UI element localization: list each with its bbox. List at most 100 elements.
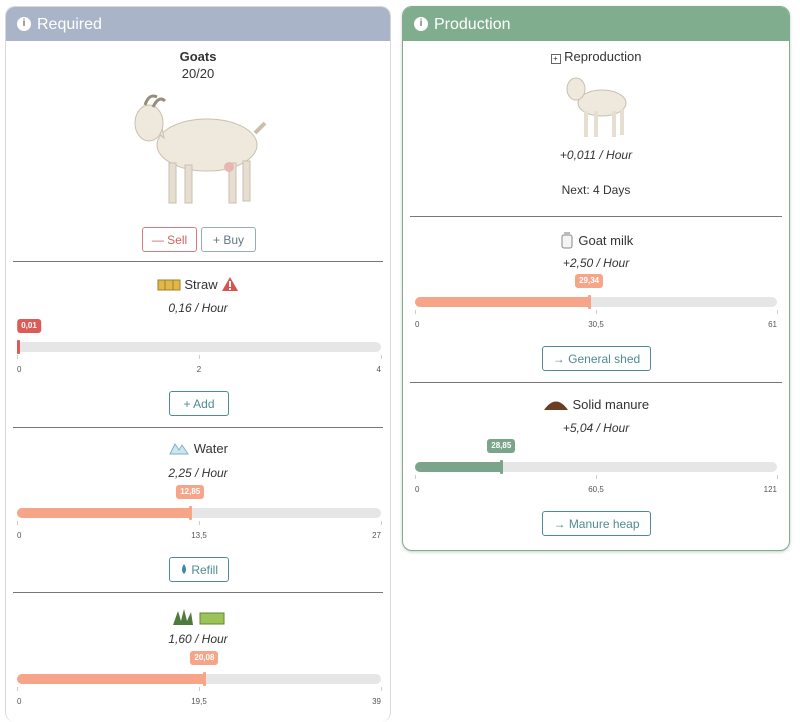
- product-name: Solid manure: [572, 397, 650, 412]
- resource-name: Straw: [184, 277, 218, 292]
- gauge-track: [415, 297, 777, 307]
- gauge-value-label: 28,85: [487, 439, 516, 453]
- reproduction-rate: +0,011 / Hour: [559, 148, 633, 162]
- gauge-marker: [588, 295, 592, 309]
- resource-rate: 0,16 / Hour: [168, 301, 228, 315]
- tick-mark: [199, 521, 200, 525]
- required-panel: i Required Goats 20/20 — Sell + Buy Straw…: [5, 6, 391, 722]
- divider: [410, 216, 782, 217]
- refill-button[interactable]: Refill: [169, 557, 229, 582]
- panel-header: i Required: [6, 7, 390, 41]
- tick-mark: [596, 475, 597, 479]
- tick-mark: [777, 310, 778, 314]
- resource-title: Water: [6, 441, 390, 457]
- drop-icon: [181, 564, 186, 574]
- panel-header: i Production: [403, 7, 789, 41]
- gauge-marker: [500, 460, 504, 474]
- water-icon: [169, 443, 190, 455]
- divider: [13, 261, 383, 262]
- button-label: General shed: [568, 352, 641, 366]
- tick-mark: [415, 310, 416, 314]
- manure-icon: [543, 401, 568, 410]
- panel-title: Production: [434, 16, 511, 33]
- manure-heap-button[interactable]: → Manure heap: [542, 511, 651, 536]
- tick-mark: [381, 355, 382, 359]
- resource-name: Water: [193, 441, 228, 456]
- animal-name: Goats: [179, 49, 217, 64]
- add-button[interactable]: + Add: [169, 391, 229, 416]
- resource-rate: 2,25 / Hour: [168, 466, 228, 480]
- gauge-track: [17, 674, 381, 684]
- tick-mark: [596, 310, 597, 314]
- expand-icon: +: [550, 54, 561, 64]
- tick-mark: [415, 475, 416, 479]
- tick-label: 121: [763, 485, 777, 494]
- gauge-value-label: 12,85: [176, 485, 205, 499]
- gauge: 0,01 0 2 4: [16, 319, 382, 379]
- gauge-value-label: 0,01: [17, 319, 41, 333]
- tick-mark: [17, 687, 18, 691]
- tick-label: 0: [17, 365, 22, 374]
- milk-icon: [561, 232, 573, 249]
- button-label: Buy: [223, 233, 245, 247]
- divider: [410, 382, 782, 383]
- buy-button[interactable]: + Buy: [201, 227, 256, 252]
- tick-mark: [777, 475, 778, 479]
- button-label: Add: [193, 397, 215, 411]
- straw-icon: [157, 279, 181, 291]
- gauge-track: [17, 508, 381, 518]
- product-title: Goat milk: [403, 231, 789, 249]
- gauge-marker: [16, 340, 20, 354]
- gauge-fill: [17, 508, 191, 518]
- info-icon: i: [414, 17, 428, 31]
- tick-label: 2: [196, 365, 202, 374]
- production-panel: i Production + Reproduction +0,011 / Hour…: [402, 6, 790, 551]
- gauge: 12,85 0 13,5 27: [17, 485, 382, 545]
- divider: [13, 592, 383, 593]
- tick-label: 61: [768, 320, 777, 329]
- button-label: Manure heap: [568, 517, 640, 531]
- divider: [13, 427, 383, 428]
- resource-title: Straw: [6, 276, 390, 292]
- product-name: Goat milk: [578, 233, 634, 248]
- goat-image: [134, 94, 267, 204]
- animal-count: 20/20: [181, 66, 215, 81]
- tick-mark: [199, 355, 200, 359]
- lamb-image: [566, 77, 627, 137]
- tick-label: 39: [372, 697, 381, 706]
- tick-mark: [17, 355, 18, 359]
- general-shed-button[interactable]: → General shed: [542, 346, 651, 371]
- product-rate: +2,50 / Hour: [562, 256, 630, 270]
- gauge: 29,34 0 30,5 61: [415, 274, 778, 334]
- button-label: Sell: [167, 233, 188, 247]
- tick-mark: [381, 521, 382, 525]
- gauge-track: [415, 462, 777, 472]
- gauge-value-label: 20,08: [190, 651, 219, 665]
- resource-rate: 1,60 / Hour: [168, 632, 228, 646]
- gauge: 20,08 0 19,5 39: [17, 651, 382, 711]
- tick-label: 0: [415, 485, 420, 494]
- tick-label: 0: [415, 320, 420, 329]
- reproduction-next: Next: 4 Days: [561, 183, 631, 197]
- gauge-value-label: 29,34: [575, 274, 604, 288]
- tick-mark: [17, 521, 18, 525]
- tick-mark: [199, 687, 200, 691]
- reproduction-title: + Reproduction: [403, 49, 789, 65]
- tick-label: 0: [17, 531, 22, 540]
- tick-label: 4: [376, 365, 381, 374]
- tick-label: 30,5: [588, 320, 604, 329]
- product-rate: +5,04 / Hour: [562, 421, 630, 435]
- panel-title: Required: [37, 16, 102, 33]
- tick-mark: [381, 687, 382, 691]
- reproduction-label: Reproduction: [564, 49, 642, 64]
- tick-label: 13,5: [191, 531, 207, 540]
- tick-label: 27: [372, 531, 381, 540]
- gauge-fill: [17, 674, 205, 684]
- gauge: 28,85 0 60,5 121: [415, 439, 778, 499]
- sell-button[interactable]: — Sell: [142, 227, 197, 252]
- info-icon: i: [17, 17, 31, 31]
- button-label: Refill: [191, 563, 218, 577]
- tick-label: 19,5: [191, 697, 207, 706]
- gauge-marker: [189, 506, 193, 520]
